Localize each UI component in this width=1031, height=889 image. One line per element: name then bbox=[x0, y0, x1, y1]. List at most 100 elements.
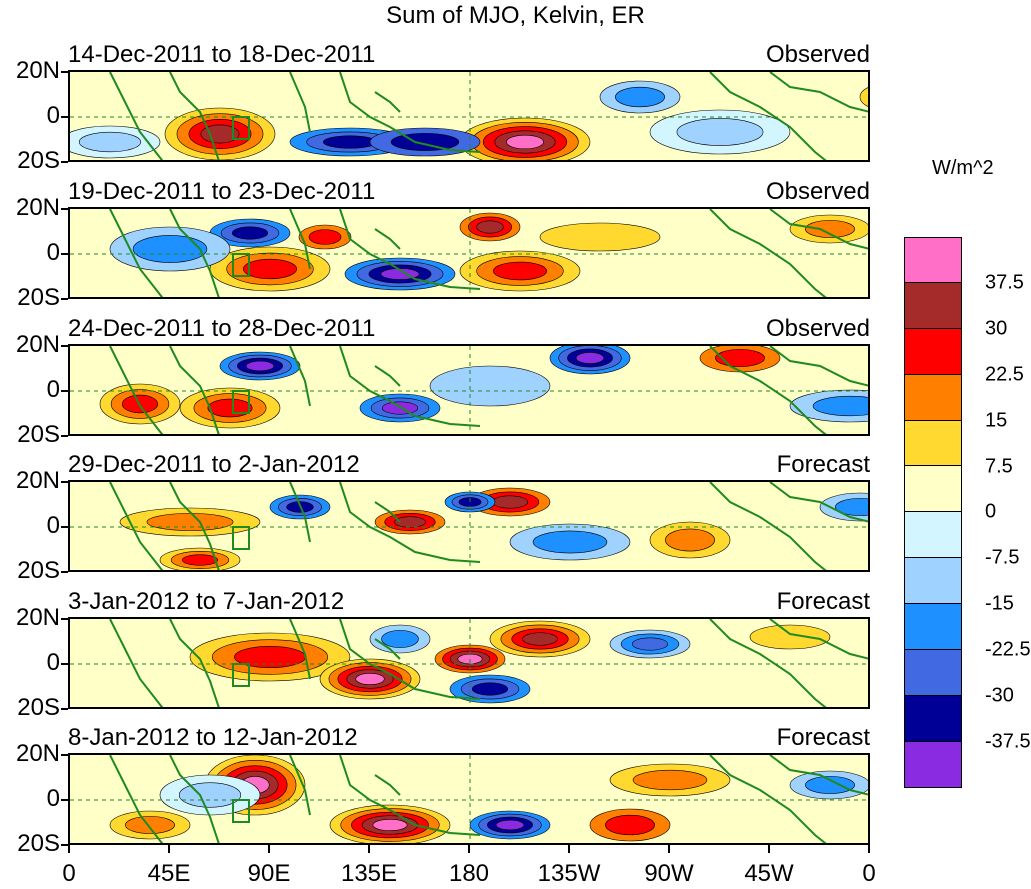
latitude-label: 0 bbox=[46, 785, 60, 812]
coastline bbox=[769, 482, 868, 523]
anomaly-contour bbox=[522, 632, 558, 646]
panel-kind-label: Observed bbox=[765, 315, 870, 342]
map-canvas bbox=[70, 72, 868, 160]
colorbar-swatch bbox=[904, 466, 962, 513]
latitude-label: 20N bbox=[15, 467, 60, 494]
coastline bbox=[169, 346, 220, 434]
coastline bbox=[289, 482, 311, 543]
coastline bbox=[289, 346, 311, 407]
latitude-tick bbox=[61, 571, 68, 573]
latitude-label: 20S bbox=[17, 284, 60, 311]
latitude-tick bbox=[61, 390, 68, 392]
longitude-label: 90W bbox=[644, 860, 694, 887]
reference-box bbox=[232, 799, 250, 823]
coastline bbox=[109, 72, 164, 160]
latitude-tick bbox=[61, 208, 68, 210]
longitude-label: 135W bbox=[537, 860, 601, 887]
colorbar bbox=[904, 237, 962, 788]
longitude-label: 0 bbox=[62, 860, 76, 887]
latitude-label: 0 bbox=[46, 649, 60, 676]
coastline bbox=[169, 755, 220, 843]
anomaly-contour bbox=[207, 398, 253, 418]
longitude-tick bbox=[368, 845, 370, 853]
latitude-tick bbox=[61, 345, 68, 347]
longitude-tick bbox=[868, 845, 870, 853]
longitude-tick bbox=[268, 845, 270, 853]
colorbar-label: -22.5 bbox=[985, 638, 1031, 661]
longitude-tick bbox=[168, 845, 170, 853]
anomaly-contour bbox=[200, 124, 240, 144]
anomaly-contour bbox=[146, 513, 234, 531]
latitude-tick bbox=[61, 799, 68, 801]
longitude-label: 135E bbox=[340, 860, 398, 887]
latitude-tick bbox=[61, 71, 68, 73]
panel-date-range: 19-Dec-2011 to 23-Dec-2011 bbox=[68, 178, 376, 205]
anomaly-contour bbox=[805, 220, 855, 238]
anomaly-contour bbox=[178, 782, 242, 808]
colorbar-swatch bbox=[904, 374, 962, 421]
reference-box bbox=[232, 526, 250, 550]
coastline bbox=[339, 755, 481, 836]
coastline bbox=[289, 72, 311, 133]
olr-anomaly-map bbox=[68, 344, 870, 436]
coastline bbox=[339, 72, 481, 153]
anomaly-contour bbox=[323, 135, 377, 149]
latitude-label: 20S bbox=[17, 830, 60, 857]
coastline bbox=[169, 209, 220, 297]
colorbar-swatch bbox=[904, 328, 962, 375]
colorbar-label: 30 bbox=[985, 317, 1008, 340]
anomaly-contour bbox=[495, 819, 525, 831]
anomaly-contour bbox=[381, 630, 419, 648]
map-canvas bbox=[70, 755, 868, 843]
latitude-label: 20N bbox=[15, 57, 60, 84]
latitude-label: 0 bbox=[46, 376, 60, 403]
olr-anomaly-map bbox=[68, 70, 870, 162]
anomaly-contour bbox=[575, 352, 605, 364]
coastline bbox=[289, 619, 311, 680]
reference-box bbox=[232, 116, 250, 140]
latitude-tick bbox=[61, 663, 68, 665]
colorbar-swatch bbox=[904, 650, 962, 696]
anomaly-contour bbox=[476, 220, 504, 234]
panel-date-range: 24-Dec-2011 to 28-Dec-2011 bbox=[68, 315, 376, 342]
coastline bbox=[109, 209, 164, 297]
longitude-tick bbox=[68, 845, 70, 853]
latitude-label: 20S bbox=[17, 557, 60, 584]
longitude-label: 45E bbox=[147, 860, 191, 887]
anomaly-contour bbox=[390, 133, 460, 151]
latitude-label: 20N bbox=[15, 194, 60, 221]
reference-box bbox=[232, 253, 250, 277]
longitude-label: 180 bbox=[448, 860, 490, 887]
latitude-tick bbox=[61, 526, 68, 528]
anomaly-contour bbox=[676, 118, 764, 146]
anomaly-contour bbox=[631, 637, 669, 651]
anomaly-contour bbox=[859, 87, 868, 107]
anomaly-contour bbox=[632, 769, 708, 791]
anomaly-contour bbox=[491, 495, 529, 509]
colorbar-label: -30 bbox=[985, 684, 1014, 707]
latitude-tick bbox=[61, 298, 68, 300]
latitude-label: 20N bbox=[15, 604, 60, 631]
anomaly-contour bbox=[665, 528, 715, 552]
anomaly-contour bbox=[125, 816, 175, 834]
coastline bbox=[109, 755, 164, 843]
latitude-label: 20N bbox=[15, 740, 60, 767]
coastline bbox=[374, 91, 401, 113]
latitude-label: 20S bbox=[17, 147, 60, 174]
panel-kind-label: Forecast bbox=[776, 451, 870, 478]
panel-date-range: 29-Dec-2011 to 2-Jan-2012 bbox=[68, 451, 360, 478]
anomaly-contour bbox=[132, 235, 208, 263]
anomaly-contour bbox=[506, 134, 544, 150]
anomaly-contour bbox=[429, 365, 551, 407]
map-canvas bbox=[70, 482, 868, 570]
colorbar-swatch bbox=[904, 512, 962, 559]
colorbar-swatch bbox=[904, 420, 962, 467]
anomaly-contour bbox=[231, 226, 269, 240]
latitude-tick bbox=[61, 618, 68, 620]
anomaly-contour bbox=[181, 554, 219, 566]
longitude-label: 90E bbox=[247, 860, 291, 887]
map-canvas bbox=[70, 209, 868, 297]
reference-box bbox=[232, 663, 250, 687]
colorbar-swatch bbox=[904, 237, 962, 283]
colorbar-label: -7.5 bbox=[985, 546, 1020, 569]
